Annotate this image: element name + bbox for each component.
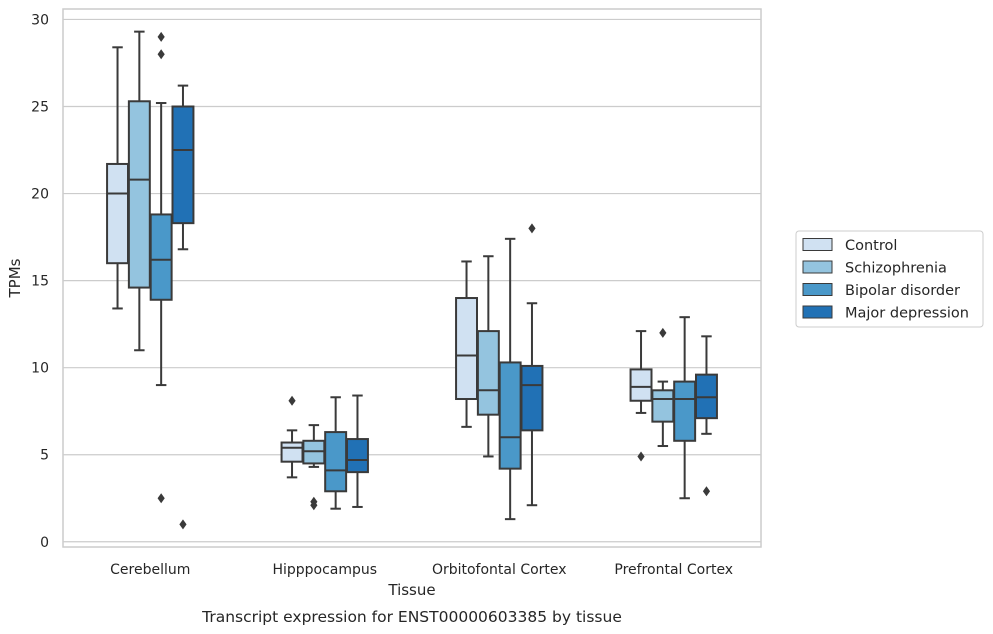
box-iqr [455, 297, 479, 401]
box-2-1 [476, 255, 500, 458]
box-iqr [651, 389, 675, 423]
plot-frame [62, 8, 762, 548]
y-tick-label-5: 5 [40, 448, 49, 464]
legend-frame [795, 230, 984, 328]
x-axis-title: Tissue [387, 581, 435, 599]
y-tick-label-30: 30 [31, 12, 49, 28]
x-tick-label-3: Prefrontal Cortex [614, 562, 733, 578]
box-2-3 [520, 223, 544, 507]
box-iqr [127, 100, 151, 289]
box-0-0 [106, 46, 130, 310]
outlier-point [310, 496, 318, 507]
y-tick-label-25: 25 [31, 100, 49, 116]
outlier-point [288, 395, 296, 406]
box-0-2 [149, 31, 173, 504]
box-iqr [476, 330, 500, 416]
outlier-point [659, 327, 667, 338]
legend-swatch-3 [802, 305, 833, 319]
legend-swatch-2 [802, 283, 833, 296]
box-iqr [280, 441, 304, 463]
y-tick-label-20: 20 [31, 187, 49, 203]
outlier-point [637, 451, 645, 462]
x-tick-labels: Cerebellum Hipppocampus Orbitofontal Corte… [110, 562, 733, 578]
box-0-1 [127, 30, 151, 352]
y-tick-label-15: 15 [31, 274, 49, 290]
outlier-point [528, 223, 536, 234]
box-3-2 [673, 316, 697, 500]
boxes [106, 30, 718, 530]
box-iqr [324, 431, 348, 493]
outlier-point [157, 49, 165, 60]
box-iqr [673, 380, 697, 442]
box-iqr [345, 438, 369, 474]
box-1-3 [345, 394, 369, 508]
legend-swatch-0 [802, 238, 833, 251]
box-1-0 [280, 395, 304, 479]
x-tick-label-1: Hipppocampus [272, 562, 377, 578]
box-1-1 [302, 424, 326, 511]
x-tick-label-2: Orbitofontal Cortex [432, 562, 567, 578]
legend-label-0: Control [845, 238, 897, 254]
outlier-point [702, 486, 711, 497]
outlier-point [157, 31, 165, 42]
box-3-3 [694, 335, 718, 497]
box-2-0 [455, 260, 479, 428]
box-iqr [520, 364, 544, 432]
box-3-0 [629, 330, 653, 462]
box-iqr [149, 213, 173, 301]
chart-caption: Transcript expression for ENST0000060338… [201, 608, 622, 626]
legend-entries: Control Schizophrenia Bipolar disorder Majo… [802, 238, 969, 322]
box-0-3 [171, 84, 195, 530]
x-tick-label-0: Cerebellum [110, 562, 190, 578]
legend-label-3: Major depression [845, 306, 969, 322]
y-axis-title: TPMs [6, 258, 24, 298]
box-3-1 [651, 327, 675, 448]
box-iqr [171, 105, 195, 225]
legend: Control Schizophrenia Bipolar disorder Majo… [795, 230, 984, 328]
y-tick-label-0: 0 [40, 535, 49, 551]
box-1-2 [324, 396, 348, 510]
legend-label-2: Bipolar disorder [845, 283, 960, 299]
box-iqr [629, 368, 653, 402]
y-tick-labels: 0 5 10 15 20 25 30 [31, 12, 49, 550]
box-iqr [106, 162, 130, 265]
legend-swatch-1 [802, 260, 833, 274]
box-iqr [498, 361, 522, 470]
y-tick-label-10: 10 [31, 361, 49, 377]
outlier-point [157, 493, 165, 504]
legend-label-1: Schizophrenia [845, 261, 947, 277]
outlier-point [179, 519, 187, 530]
